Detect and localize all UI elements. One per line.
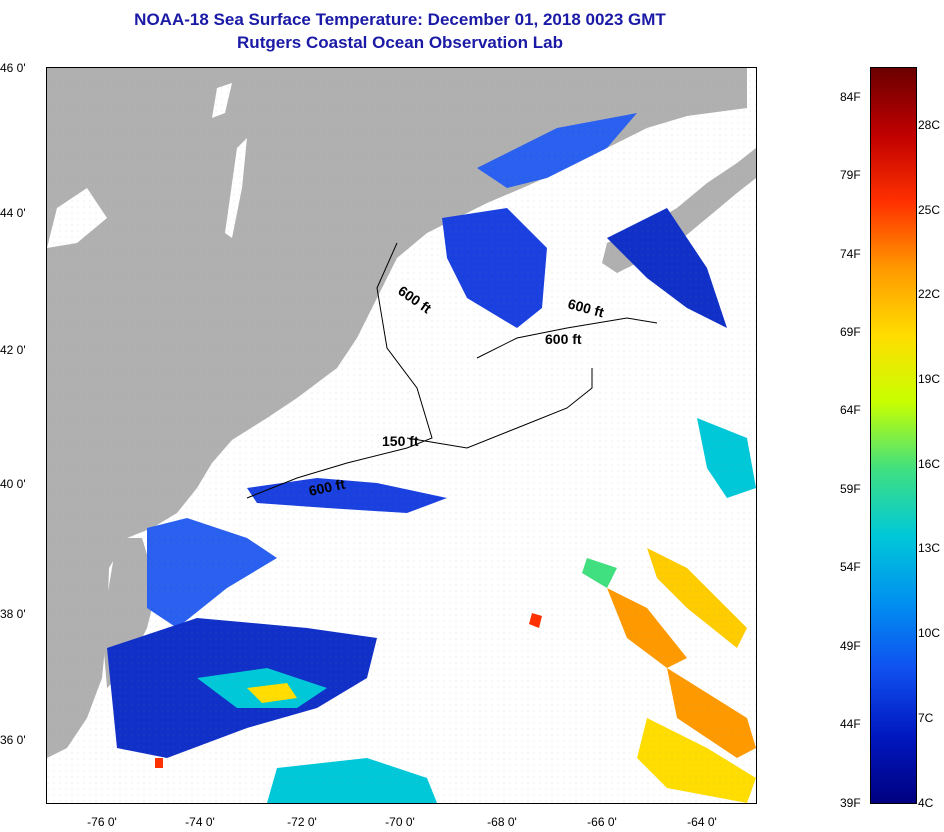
map-subtitle: Rutgers Coastal Ocean Observation Lab (237, 33, 563, 52)
lat-label: 44 0' (0, 206, 26, 220)
depth-label-3: 600 ft (545, 331, 582, 347)
lon-label: -64 0' (687, 815, 717, 829)
depth-label-5: 600 ft (307, 476, 346, 499)
colorbar-c-label: 4C (918, 796, 934, 810)
lon-label: -72 0' (287, 815, 317, 829)
lon-label: -66 0' (587, 815, 617, 829)
sst-map-svg: 600 ft 600 ft 600 ft 150 ft 600 ft (47, 68, 756, 803)
colorbar-c-label: 16C (918, 457, 941, 471)
lon-label: -74 0' (185, 815, 215, 829)
depth-label-4: 150 ft (382, 433, 419, 449)
colorbar-f-label: 84F (840, 90, 861, 104)
lat-label: 38 0' (0, 607, 26, 621)
lon-label: -70 0' (385, 815, 415, 829)
colorbar-f-label: 39F (840, 796, 861, 810)
lat-label: 42 0' (0, 343, 26, 357)
colorbar-c-label: 28C (918, 118, 941, 132)
lat-label: 40 0' (0, 477, 26, 491)
lon-label: -76 0' (87, 815, 117, 829)
colorbar-f-label: 44F (840, 717, 861, 731)
colorbar-f-label: 69F (840, 325, 861, 339)
lat-label: 36 0' (0, 733, 26, 747)
colorbar-f-label: 74F (840, 247, 861, 261)
lon-label: -68 0' (487, 815, 517, 829)
colorbar-c-label: 10C (918, 626, 941, 640)
map-title: NOAA-18 Sea Surface Temperature: Decembe… (134, 10, 666, 29)
colorbar-f-label: 49F (840, 639, 861, 653)
sst-map: 600 ft 600 ft 600 ft 150 ft 600 ft (46, 67, 757, 804)
lat-label: 46 0' (0, 61, 26, 75)
colorbar-c-label: 25C (918, 203, 941, 217)
colorbar-f-label: 59F (840, 482, 861, 496)
colorbar-f-label: 64F (840, 403, 861, 417)
colorbar-f-label: 54F (840, 560, 861, 574)
colorbar-c-label: 13C (918, 541, 941, 555)
colorbar-f-label: 79F (840, 168, 861, 182)
colorbar-c-label: 19C (918, 372, 941, 386)
colorbar-c-label: 7C (918, 711, 934, 725)
colorbar-c-label: 22C (918, 287, 941, 301)
temperature-colorbar (870, 67, 917, 804)
